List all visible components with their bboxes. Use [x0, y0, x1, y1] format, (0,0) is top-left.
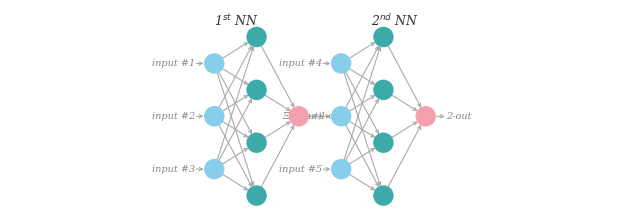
Circle shape: [332, 160, 351, 179]
Text: Ξ(1-out): Ξ(1-out): [282, 112, 322, 121]
Circle shape: [374, 80, 393, 99]
Text: input #2: input #2: [152, 112, 195, 121]
Text: input #1: input #1: [152, 59, 195, 68]
Text: 1-out: 1-out: [319, 112, 344, 121]
Circle shape: [332, 54, 351, 73]
Text: 1$^{st}$ NN: 1$^{st}$ NN: [214, 13, 259, 29]
Circle shape: [374, 133, 393, 152]
Circle shape: [247, 28, 266, 47]
Circle shape: [374, 28, 393, 47]
Circle shape: [205, 107, 224, 126]
Circle shape: [247, 80, 266, 99]
Text: input #4: input #4: [279, 59, 322, 68]
Circle shape: [205, 160, 224, 179]
Text: 2$^{nd}$ NN: 2$^{nd}$ NN: [371, 13, 419, 29]
Text: input #3: input #3: [152, 165, 195, 174]
Circle shape: [374, 186, 393, 205]
Circle shape: [416, 107, 435, 126]
Circle shape: [332, 107, 351, 126]
Circle shape: [205, 54, 224, 73]
Text: input #5: input #5: [279, 165, 322, 174]
Circle shape: [289, 107, 308, 126]
Text: 2-out: 2-out: [446, 112, 471, 121]
Circle shape: [247, 133, 266, 152]
Circle shape: [247, 186, 266, 205]
